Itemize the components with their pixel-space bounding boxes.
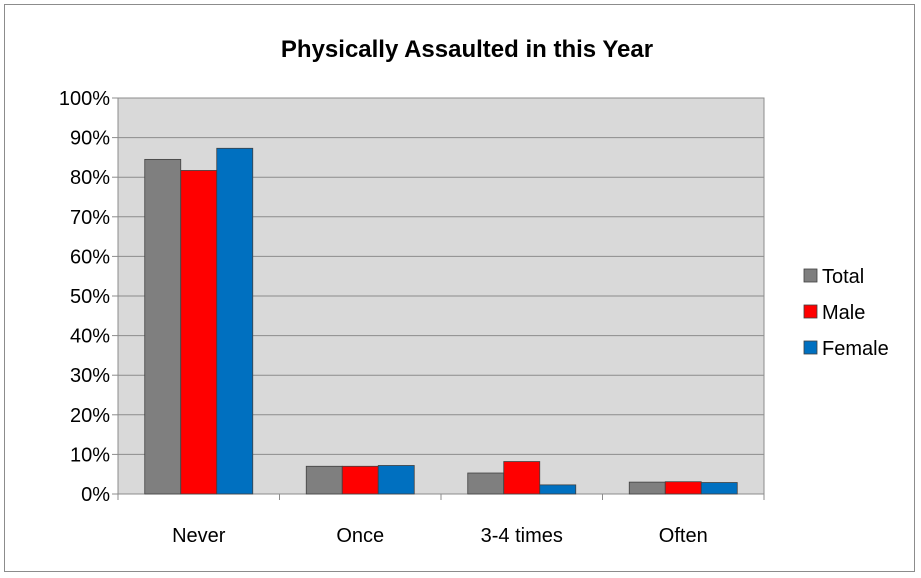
y-tick-label: 90% bbox=[70, 128, 110, 150]
bar-female-2 bbox=[539, 484, 577, 495]
bar-female-1 bbox=[377, 465, 415, 495]
bar-total-1 bbox=[305, 465, 343, 495]
x-tick-label: 3-4 times bbox=[481, 525, 563, 547]
x-tick-label: Never bbox=[172, 525, 226, 547]
legend-label-total: Total bbox=[822, 266, 864, 288]
bar-male-0 bbox=[180, 170, 218, 495]
legend-swatch-female bbox=[803, 340, 818, 355]
chart-title: Physically Assaulted in this Year bbox=[281, 36, 653, 63]
bar-male-2 bbox=[503, 461, 541, 495]
y-tick-label: 30% bbox=[70, 365, 110, 387]
y-tick-label: 100% bbox=[59, 88, 110, 110]
legend-label-male: Male bbox=[822, 302, 865, 324]
bar-total-3 bbox=[628, 481, 666, 495]
legend-swatch-total bbox=[803, 268, 818, 283]
bar-male-1 bbox=[341, 465, 379, 495]
y-tick-label: 40% bbox=[70, 326, 110, 348]
y-tick-label: 10% bbox=[70, 444, 110, 466]
legend-swatch-male bbox=[803, 304, 818, 319]
bar-female-3 bbox=[700, 482, 738, 495]
y-axis: 0% 10% 20% 30% 40% 50% 60% 70% 80% 90% 100% bbox=[59, 88, 118, 506]
legend-label-female: Female bbox=[822, 338, 889, 360]
y-tick-label: 80% bbox=[70, 167, 110, 189]
bar-total-2 bbox=[467, 472, 505, 495]
y-tick-label: 0% bbox=[81, 484, 110, 506]
y-tick-label: 20% bbox=[70, 405, 110, 427]
x-axis: Never Once 3-4 times Often bbox=[117, 494, 765, 547]
x-tick-label: Once bbox=[336, 525, 384, 547]
bar-total-0 bbox=[144, 158, 182, 495]
y-tick-label: 70% bbox=[70, 207, 110, 229]
y-tick-label: 60% bbox=[70, 246, 110, 268]
bars bbox=[144, 147, 738, 495]
y-tick-label: 50% bbox=[70, 286, 110, 308]
legend: Total Male Female bbox=[803, 266, 889, 360]
x-tick-label: Often bbox=[659, 525, 708, 547]
bar-male-3 bbox=[664, 481, 702, 495]
bar-female-0 bbox=[216, 147, 254, 495]
